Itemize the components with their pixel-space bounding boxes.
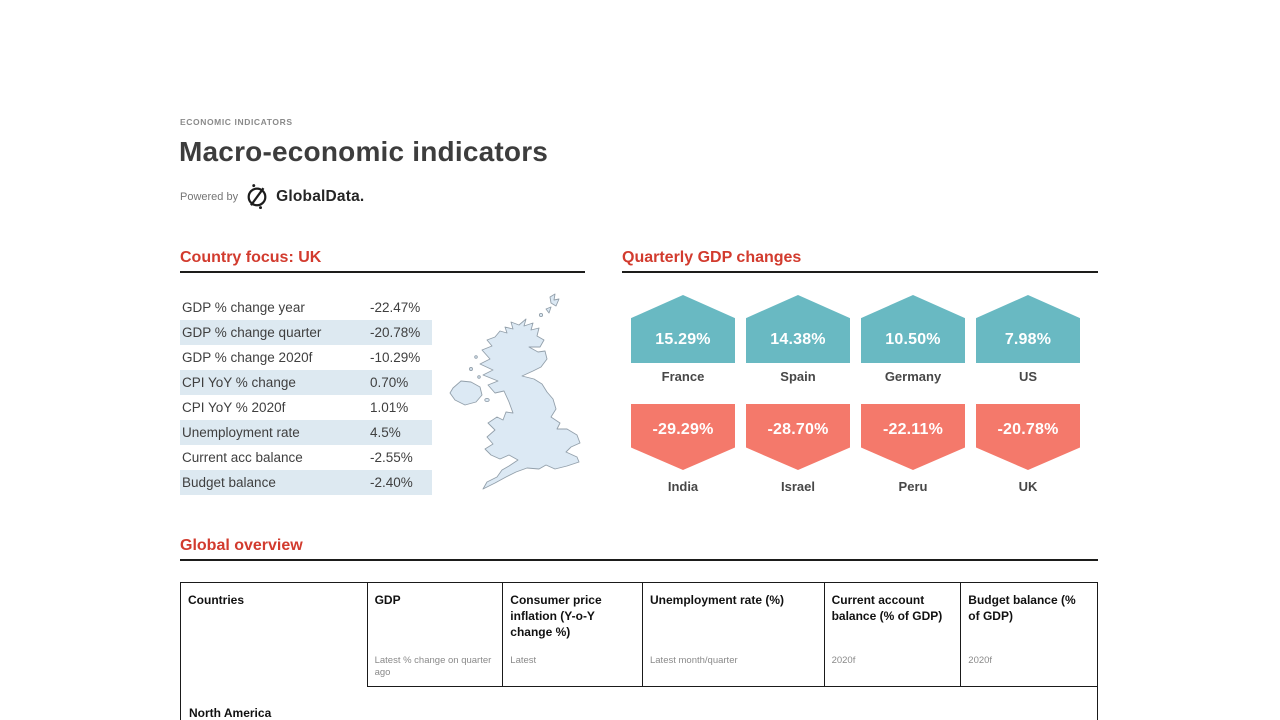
indicator-label: CPI YoY % change	[182, 375, 296, 390]
gdp-country-label: UK	[1018, 479, 1038, 494]
col-cpi: Consumer price inflation (Y-o-Y change %…	[503, 583, 643, 687]
gdp-country-label: India	[667, 479, 699, 494]
country-focus-table: GDP % change year -22.47% GDP % change q…	[180, 295, 432, 495]
brand-name: GlobalData.	[276, 187, 365, 205]
gdp-tile-spain: 14.38% Spain	[746, 295, 850, 384]
gdp-value: -29.29%	[652, 421, 714, 438]
column-subtitle: 2020f	[831, 655, 856, 666]
gdp-value: -22.11%	[882, 421, 944, 438]
gdp-country-label: US	[1018, 369, 1038, 384]
column-subtitle: Latest month/quarter	[649, 655, 738, 666]
gdp-value: 14.38%	[770, 331, 826, 348]
column-label: Current account balance (% of GDP)	[831, 593, 943, 624]
gdp-value: 10.50%	[885, 331, 941, 348]
indicator-value: -2.40%	[370, 475, 413, 490]
global-overview-title: Global overview	[180, 537, 303, 554]
globaldata-logo-icon	[247, 184, 267, 210]
gdp-country-label: Spain	[780, 369, 816, 384]
global-overview-rule	[180, 559, 1098, 561]
table-row: Budget balance -2.40%	[180, 470, 432, 495]
gdp-value: -28.70%	[767, 421, 829, 438]
col-gdp: GDP Latest % change on quarter ago	[367, 583, 504, 687]
country-focus-rule	[180, 271, 585, 273]
global-overview-table: Countries GDP Latest % change on quarter…	[180, 582, 1098, 720]
down-arrow-icon: -20.78%	[976, 404, 1080, 470]
quarterly-gdp-title: Quarterly GDP changes	[622, 249, 802, 266]
table-row: Current acc balance -2.55%	[180, 445, 432, 470]
indicator-value: -10.29%	[370, 350, 421, 365]
indicator-label: Budget balance	[182, 475, 276, 490]
gdp-value: 7.98%	[1004, 331, 1052, 348]
gdp-tile-israel: -28.70% Israel	[746, 404, 850, 494]
up-arrow-icon: 15.29%	[631, 295, 735, 363]
col-budget-balance: Budget balance (% of GDP) 2020f	[961, 583, 1097, 687]
indicator-value: 1.01%	[370, 400, 409, 415]
up-arrow-icon: 10.50%	[861, 295, 965, 363]
col-countries: Countries	[181, 583, 368, 687]
indicator-label: Unemployment rate	[182, 425, 300, 440]
gdp-value: 15.29%	[655, 331, 711, 348]
country-focus-title: Country focus: UK	[180, 249, 322, 266]
column-subtitle: Latest	[510, 655, 537, 666]
gdp-tile-germany: 10.50% Germany	[861, 295, 965, 384]
down-arrow-icon: -28.70%	[746, 404, 850, 470]
gdp-tile-us: 7.98% US	[976, 295, 1080, 384]
indicator-value: -20.78%	[370, 325, 421, 340]
table-row: CPI YoY % change 0.70%	[180, 370, 432, 395]
gdp-tile-uk: -20.78% UK	[976, 404, 1080, 494]
page-title: Macro-economic indicators	[179, 136, 549, 167]
gdp-pictogram-grid: 15.29% France 14.38% Spain 10.50% German…	[631, 295, 1098, 495]
gdp-tile-peru: -22.11% Peru	[861, 404, 965, 494]
indicator-value: -2.55%	[370, 450, 413, 465]
down-arrow-icon: -22.11%	[861, 404, 965, 470]
down-arrow-icon: -29.29%	[631, 404, 735, 470]
indicator-label: GDP % change 2020f	[182, 350, 313, 365]
up-arrow-icon: 7.98%	[976, 295, 1080, 363]
table-header-row: Countries GDP Latest % change on quarter…	[181, 583, 1097, 687]
table-row: GDP % change quarter -20.78%	[180, 320, 432, 345]
gdp-country-label: France	[661, 369, 705, 384]
indicator-label: GDP % change quarter	[182, 325, 322, 340]
column-subtitle: Latest % change on quarter ago	[374, 655, 492, 679]
indicator-label: Current acc balance	[182, 450, 303, 465]
col-current-account: Current account balance (% of GDP) 2020f	[824, 583, 962, 687]
powered-by: Powered by GlobalData.	[180, 183, 364, 210]
gdp-value: -20.78%	[997, 421, 1059, 438]
indicator-value: -22.47%	[370, 300, 421, 315]
table-row: GDP % change year -22.47%	[180, 295, 432, 320]
indicator-label: CPI YoY % 2020f	[182, 400, 286, 415]
column-label: Consumer price inflation (Y-o-Y change %…	[510, 593, 602, 640]
gdp-tile-india: -29.29% India	[631, 404, 735, 494]
indicator-label: GDP % change year	[182, 300, 305, 315]
column-label: Budget balance (% of GDP)	[968, 593, 1076, 624]
eyebrow-label: ECONOMIC INDICATORS	[180, 117, 293, 127]
powered-by-label: Powered by	[180, 190, 239, 203]
column-label: Countries	[188, 593, 245, 607]
gdp-tile-france: 15.29% France	[631, 295, 735, 384]
column-label: GDP	[374, 593, 401, 607]
col-unemployment: Unemployment rate (%) Latest month/quart…	[642, 583, 825, 687]
uk-map	[449, 293, 581, 490]
gdp-country-label: Israel	[781, 479, 815, 494]
up-arrow-icon: 14.38%	[746, 295, 850, 363]
table-row: Unemployment rate 4.5%	[180, 420, 432, 445]
table-row: CPI YoY % 2020f 1.01%	[180, 395, 432, 420]
indicator-value: 0.70%	[370, 375, 409, 390]
gdp-country-label: Peru	[898, 479, 928, 494]
region-group-label: North America	[189, 706, 272, 720]
indicator-value: 4.5%	[370, 425, 401, 440]
gdp-country-label: Germany	[884, 369, 942, 384]
column-label: Unemployment rate (%)	[649, 593, 785, 607]
quarterly-gdp-rule	[622, 271, 1098, 273]
table-row: GDP % change 2020f -10.29%	[180, 345, 432, 370]
column-subtitle: 2020f	[968, 655, 993, 666]
